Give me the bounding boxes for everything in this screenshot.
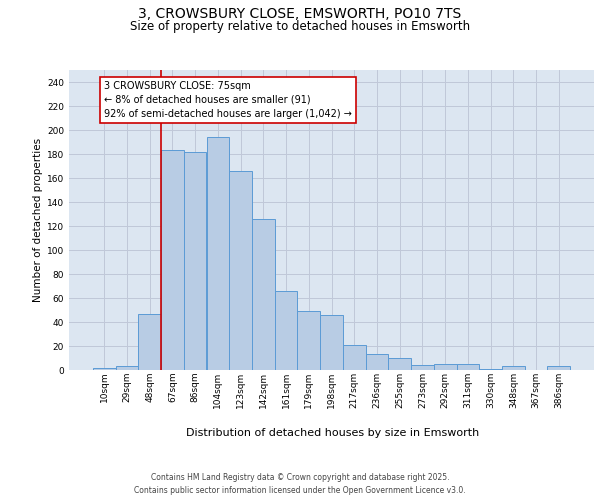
Bar — [434, 364, 457, 370]
Bar — [547, 366, 570, 370]
Bar — [229, 171, 252, 370]
Bar — [139, 314, 161, 370]
Bar — [388, 358, 411, 370]
Text: Contains public sector information licensed under the Open Government Licence v3: Contains public sector information licen… — [134, 486, 466, 495]
Bar — [479, 369, 502, 370]
Bar — [457, 364, 479, 370]
Bar — [184, 152, 206, 370]
Bar — [343, 345, 365, 370]
Text: 3 CROWSBURY CLOSE: 75sqm
← 8% of detached houses are smaller (91)
92% of semi-de: 3 CROWSBURY CLOSE: 75sqm ← 8% of detache… — [104, 81, 352, 119]
Text: Size of property relative to detached houses in Emsworth: Size of property relative to detached ho… — [130, 20, 470, 33]
Bar — [206, 137, 229, 370]
Text: Contains HM Land Registry data © Crown copyright and database right 2025.: Contains HM Land Registry data © Crown c… — [151, 472, 449, 482]
Bar — [365, 354, 388, 370]
Bar — [411, 365, 434, 370]
Text: 3, CROWSBURY CLOSE, EMSWORTH, PO10 7TS: 3, CROWSBURY CLOSE, EMSWORTH, PO10 7TS — [139, 8, 461, 22]
Bar — [116, 366, 139, 370]
Bar — [161, 150, 184, 370]
Bar — [252, 219, 275, 370]
Bar — [502, 366, 524, 370]
Bar — [275, 291, 298, 370]
Bar — [93, 368, 116, 370]
Bar — [298, 311, 320, 370]
Bar — [320, 315, 343, 370]
Y-axis label: Number of detached properties: Number of detached properties — [33, 138, 43, 302]
Text: Distribution of detached houses by size in Emsworth: Distribution of detached houses by size … — [187, 428, 479, 438]
